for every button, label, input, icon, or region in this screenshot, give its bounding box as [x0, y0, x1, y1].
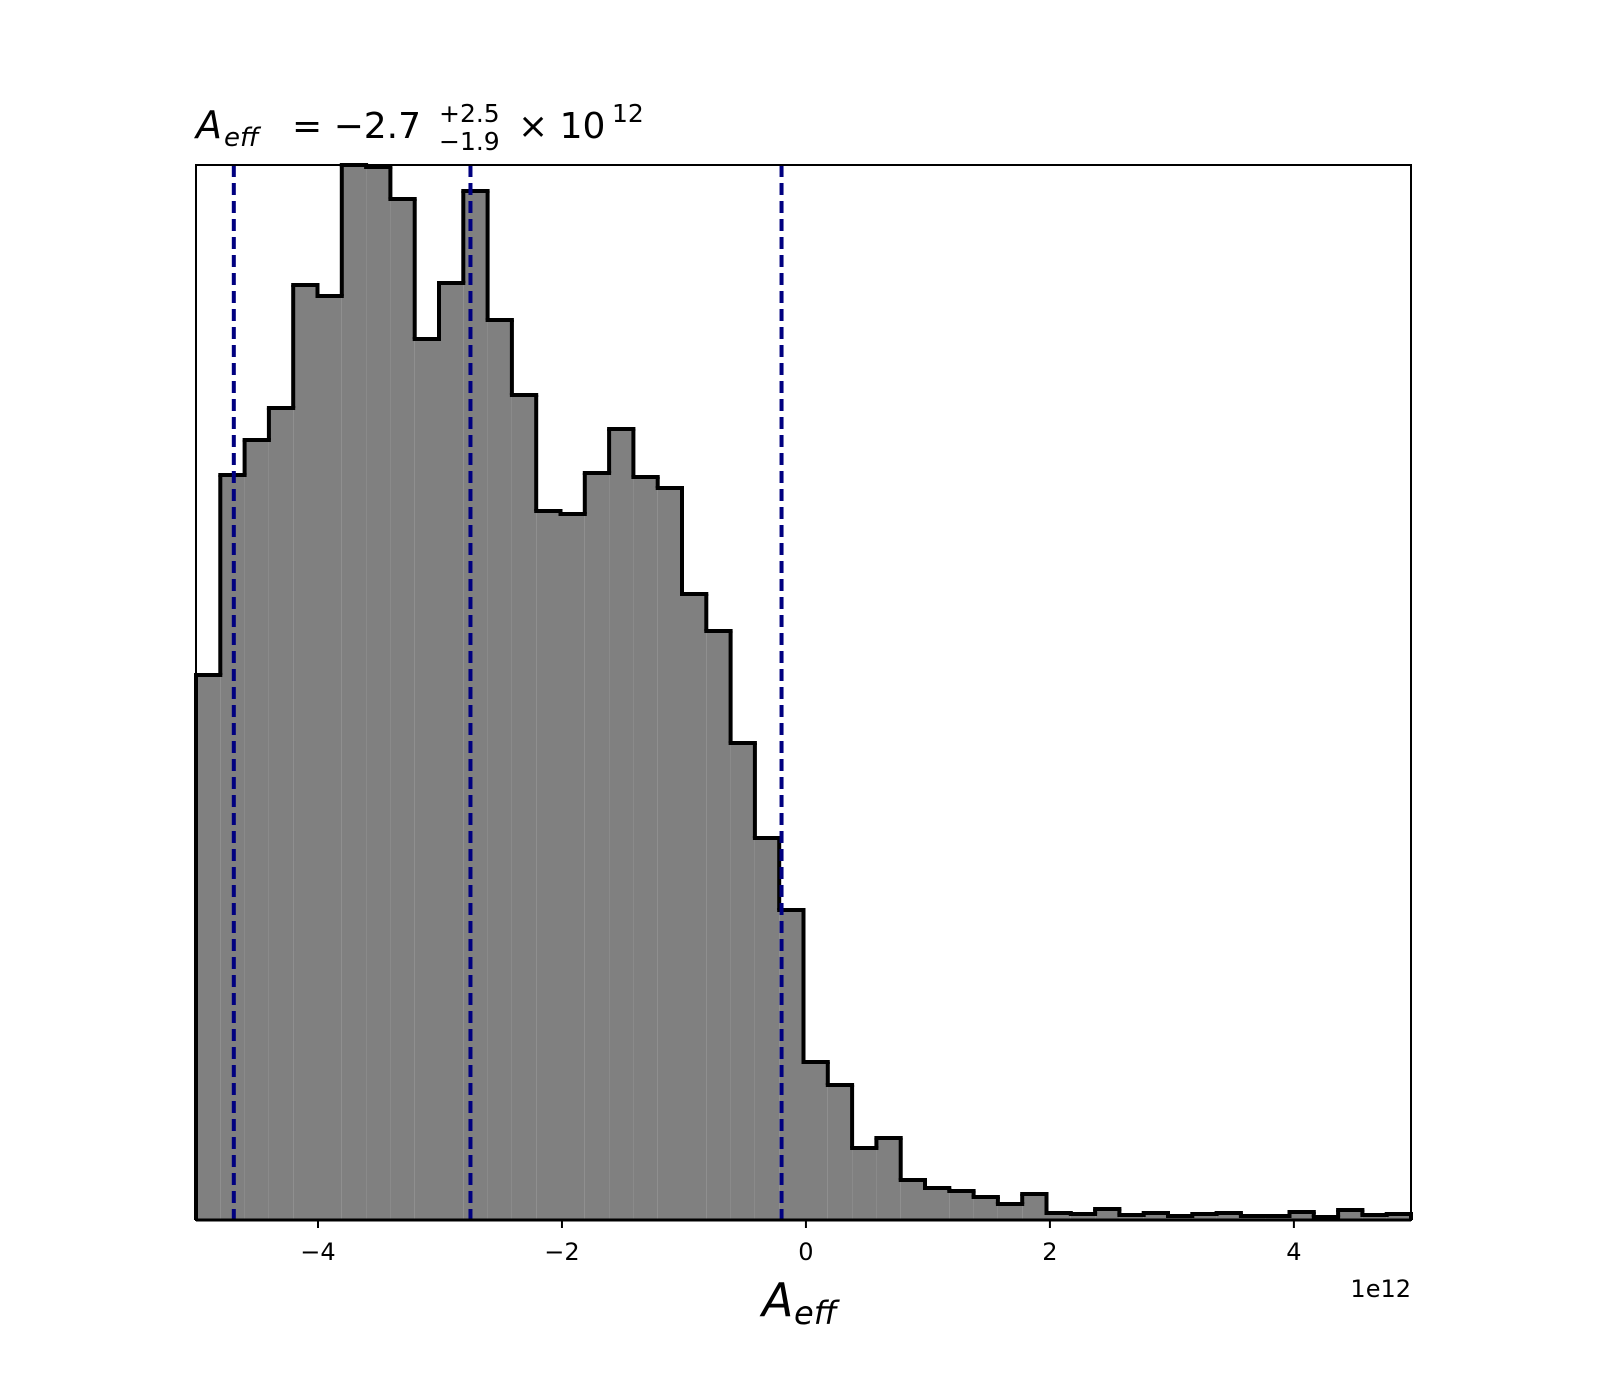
- bar: [439, 283, 464, 1220]
- bar: [511, 395, 537, 1220]
- bar: [876, 1138, 901, 1220]
- bar: [1386, 1214, 1411, 1220]
- bar: [609, 429, 634, 1220]
- bar: [1289, 1212, 1314, 1220]
- title-exponent: 12: [612, 99, 644, 128]
- x-tick-label: 4: [1286, 1238, 1301, 1266]
- x-label-subscript: eff: [794, 1294, 841, 1332]
- bar: [730, 743, 755, 1220]
- bar: [1143, 1213, 1168, 1220]
- bar: [900, 1180, 925, 1220]
- x-tick-label: 0: [798, 1238, 813, 1266]
- bar: [487, 320, 512, 1220]
- bar: [949, 1191, 974, 1220]
- bar: [827, 1085, 853, 1220]
- title-times: × 10: [518, 106, 605, 147]
- title-subscript: eff: [224, 123, 262, 153]
- bar: [560, 514, 585, 1220]
- bar: [1095, 1209, 1120, 1220]
- bar: [196, 675, 221, 1220]
- bar: [1119, 1215, 1144, 1220]
- bar: [682, 594, 707, 1220]
- bar: [366, 167, 391, 1220]
- x-tick-label: −2: [544, 1238, 579, 1266]
- bar: [1216, 1213, 1241, 1220]
- bar: [317, 296, 342, 1220]
- bar: [1362, 1215, 1387, 1220]
- x-label-symbol: A: [759, 1273, 793, 1327]
- bar: [754, 838, 780, 1220]
- bar: [244, 440, 269, 1220]
- bar: [1192, 1214, 1217, 1220]
- x-tick-label: 2: [1042, 1238, 1057, 1266]
- bar: [268, 408, 294, 1220]
- title-upper: +2.5: [439, 99, 500, 128]
- bar: [1070, 1214, 1096, 1220]
- bar: [706, 631, 731, 1220]
- bar: [1022, 1194, 1047, 1220]
- bar: [536, 511, 561, 1220]
- x-tick-label: −4: [300, 1238, 335, 1266]
- title-equation: = −2.7: [292, 106, 421, 147]
- bar: [1046, 1213, 1071, 1220]
- bar: [584, 473, 610, 1220]
- bar: [633, 477, 658, 1220]
- title-symbol: A: [193, 103, 222, 147]
- bar: [293, 285, 318, 1220]
- bar: [1338, 1210, 1363, 1220]
- x-offset-label: 1e12: [1350, 1275, 1411, 1303]
- title-lower: −1.9: [439, 127, 500, 156]
- bar: [341, 165, 367, 1220]
- bar: [463, 191, 488, 1220]
- bar: [973, 1197, 998, 1220]
- bar: [803, 1062, 828, 1220]
- bar: [390, 199, 415, 1220]
- bar: [997, 1204, 1023, 1220]
- bar: [925, 1188, 950, 1220]
- bar: [657, 488, 682, 1220]
- bar: [414, 339, 439, 1220]
- bar: [852, 1148, 877, 1220]
